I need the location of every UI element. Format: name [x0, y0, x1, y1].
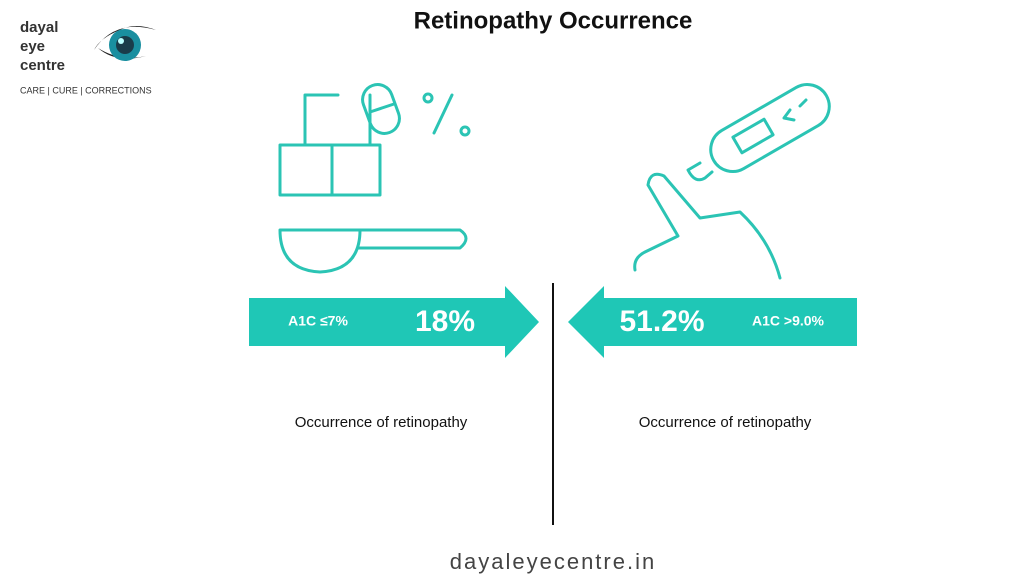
logo-text: centre: [20, 57, 65, 74]
arrow: [249, 286, 539, 358]
panel-value: 51.2%: [619, 305, 704, 338]
panel-caption: Occurrence of retinopathy: [639, 414, 812, 431]
sugar-icon: [278, 83, 471, 274]
logo-pupil: [116, 36, 134, 54]
logo-text: dayal: [20, 19, 58, 36]
arrow: [568, 286, 857, 358]
website: dayaleyecentre.in: [450, 549, 656, 574]
title: Retinopathy Occurrence: [414, 7, 693, 34]
panel-label: A1C ≤7%: [288, 313, 348, 329]
meter-icon: [633, 83, 831, 280]
logo-glint: [118, 38, 124, 44]
panel-caption: Occurrence of retinopathy: [295, 414, 468, 431]
logo: dayal eye centre CARE | CURE | CORRECTIO…: [20, 19, 156, 95]
logo-eye-lid: [94, 26, 156, 50]
logo-tagline: CARE | CURE | CORRECTIONS: [20, 85, 152, 95]
logo-eye-lid: [98, 48, 146, 59]
panel-label: A1C >9.0%: [752, 313, 825, 329]
logo-text: eye: [20, 38, 45, 55]
panel-value: 18%: [415, 305, 475, 338]
